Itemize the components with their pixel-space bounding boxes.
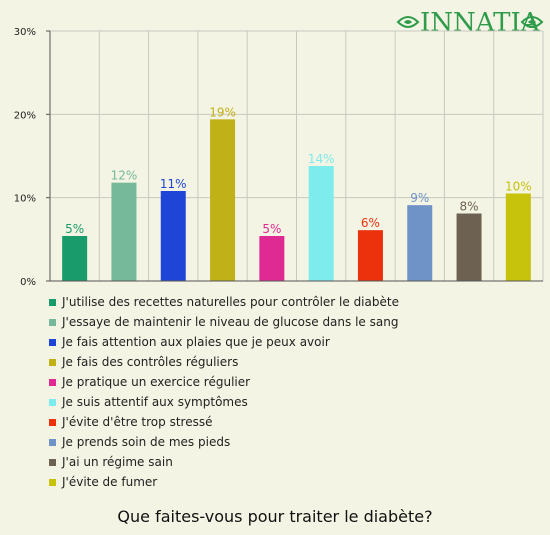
legend-label: J'essaye de maintenir le niveau de gluco… [62,312,398,332]
legend-item: Je pratique un exercice régulier [48,372,399,392]
legend-item: J'évite de fumer [48,472,399,492]
bar [309,166,334,281]
bar-data-label: 6% [361,216,380,230]
bar [111,183,136,281]
legend-item: J'ai un régime sain [48,452,399,472]
legend-item: J'évite d'être trop stressé [48,412,399,432]
legend-swatch [49,439,56,446]
legend-label: Je suis attentif aux symptômes [62,392,248,412]
legend-label: J'évite d'être trop stressé [62,412,212,432]
bar-chart: 5% 12% 11% 19% 5% 14% 6% 9% 8% 10% 0% 10% 20% 30% [0,0,550,292]
bar-data-label: 12% [111,169,138,183]
legend-item: Je suis attentif aux symptômes [48,392,399,412]
bar-data-label: 11% [160,177,187,191]
legend-swatch [49,459,56,466]
legend-item: J'utilise des recettes naturelles pour c… [48,292,399,312]
bar [457,214,482,282]
bar [506,194,531,282]
legend-label: Je prends soin de mes pieds [62,432,230,452]
bar-data-label: 14% [308,152,335,166]
bar [358,230,383,281]
legend-label: J'évite de fumer [62,472,157,492]
bar [407,205,432,281]
legend-swatch [49,399,56,406]
legend-swatch [49,419,56,426]
y-tick-label: 20% [14,110,36,121]
legend-swatch [49,359,56,366]
legend-swatch [49,299,56,306]
legend-label: Je fais attention aux plaies que je peux… [62,332,330,352]
legend-item: Je fais des contrôles réguliers [48,352,399,372]
legend-item: Je fais attention aux plaies que je peux… [48,332,399,352]
y-tick-label: 30% [14,27,36,38]
bar [210,119,235,281]
legend-label: Je fais des contrôles réguliers [62,352,238,372]
bar-data-label: 5% [65,222,84,236]
y-tick-label: 10% [14,194,36,205]
bar [161,191,186,281]
bar-data-label: 19% [209,105,236,119]
bar [62,236,87,281]
bar-data-label: 10% [505,180,532,194]
legend-swatch [49,379,56,386]
legend-label: J'utilise des recettes naturelles pour c… [62,292,399,312]
chart-title: Que faites-vous pour traiter le diabète? [0,507,550,526]
legend-item: J'essaye de maintenir le niveau de gluco… [48,312,399,332]
legend-swatch [49,339,56,346]
bar-data-label: 8% [460,200,479,214]
bar-data-label: 5% [262,222,281,236]
legend-label: Je pratique un exercice régulier [62,372,250,392]
y-tick-label: 0% [20,277,36,288]
legend-item: Je prends soin de mes pieds [48,432,399,452]
legend: J'utilise des recettes naturelles pour c… [48,292,399,492]
legend-swatch [49,479,56,486]
legend-label: J'ai un régime sain [62,452,173,472]
bar [259,236,284,281]
legend-swatch [49,319,56,326]
bar-data-label: 9% [410,191,429,205]
